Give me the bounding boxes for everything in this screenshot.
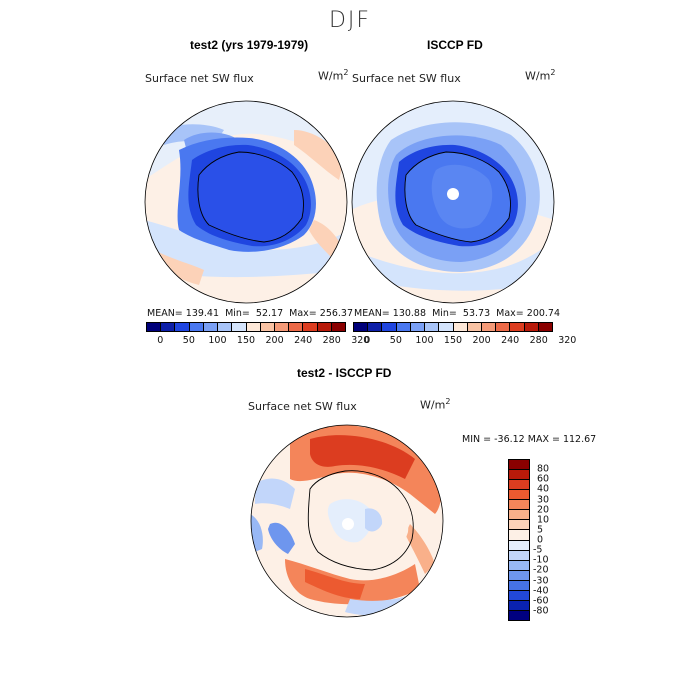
colorbar-swatch bbox=[425, 323, 440, 331]
colorbar-swatch bbox=[161, 323, 176, 331]
colorbar-swatch bbox=[509, 590, 529, 601]
colorbar-swatch bbox=[467, 323, 482, 331]
colorbar-tick-label: 80 bbox=[537, 463, 550, 475]
right-colorbar-ticks: 0 50 100 150 200 240 280 320 bbox=[353, 335, 576, 347]
colorbar-tick-label: 0 bbox=[364, 335, 371, 346]
season-title: DJF bbox=[328, 8, 372, 33]
colorbar-swatch bbox=[509, 460, 529, 471]
colorbar-swatch bbox=[509, 580, 529, 591]
colorbar-tick-label: -80 bbox=[533, 605, 549, 617]
colorbar-swatch bbox=[175, 323, 190, 331]
colorbar-swatch bbox=[509, 480, 529, 491]
colorbar-swatch bbox=[382, 323, 397, 331]
colorbar-tick-label: 0 bbox=[157, 335, 164, 346]
diff-panel-title: test2 - ISCCP FD bbox=[297, 366, 392, 380]
colorbar-tick-label: 10 bbox=[537, 514, 550, 526]
colorbar-swatch bbox=[189, 323, 204, 331]
colorbar-tick-label: -30 bbox=[533, 575, 549, 586]
diff-polar-map bbox=[250, 424, 444, 618]
colorbar-tick-label: 5 bbox=[537, 524, 544, 536]
colorbar-swatch bbox=[509, 470, 529, 481]
colorbar-swatch bbox=[410, 323, 426, 331]
right-units-label: W/m2 bbox=[525, 68, 556, 83]
colorbar-swatch bbox=[510, 323, 525, 331]
left-polar-map bbox=[144, 100, 348, 304]
colorbar-tick-label: 150 bbox=[443, 335, 463, 346]
colorbar-swatch bbox=[509, 600, 529, 611]
colorbar-swatch bbox=[368, 323, 383, 331]
colorbar-swatch bbox=[509, 570, 529, 581]
colorbar-swatch bbox=[524, 323, 539, 331]
colorbar-tick-label: 320 bbox=[558, 335, 577, 346]
left-units-label: W/m2 bbox=[318, 68, 349, 83]
colorbar-swatch bbox=[509, 500, 529, 511]
colorbar-tick-label: 100 bbox=[415, 335, 434, 346]
right-polar-map bbox=[351, 100, 555, 304]
colorbar-tick-label: -10 bbox=[533, 554, 549, 566]
colorbar-swatch bbox=[331, 323, 346, 331]
colorbar-tick-label: 200 bbox=[265, 335, 284, 346]
colorbar-swatch bbox=[509, 610, 529, 620]
colorbar-swatch bbox=[274, 323, 290, 331]
colorbar-swatch bbox=[303, 323, 318, 331]
colorbar-swatch bbox=[509, 530, 529, 541]
colorbar-swatch bbox=[260, 323, 275, 331]
colorbar-swatch bbox=[218, 323, 233, 331]
colorbar-tick-label: 150 bbox=[236, 335, 256, 346]
colorbar-swatch bbox=[509, 520, 529, 531]
colorbar-tick-label: 50 bbox=[182, 335, 195, 346]
colorbar-tick-label: 320 bbox=[351, 335, 370, 346]
colorbar-swatch bbox=[453, 323, 468, 331]
colorbar-swatch bbox=[509, 540, 529, 551]
colorbar-swatch bbox=[203, 323, 219, 331]
diff-variable-label: Surface net SW flux bbox=[248, 400, 357, 413]
colorbar-swatch bbox=[439, 323, 454, 331]
colorbar-swatch bbox=[509, 560, 529, 571]
colorbar-tick-label: 50 bbox=[389, 335, 402, 346]
colorbar-tick-label: 280 bbox=[322, 335, 341, 346]
colorbar-swatch bbox=[147, 323, 162, 331]
colorbar-tick-label: 40 bbox=[537, 483, 550, 495]
colorbar-tick-label: -5 bbox=[533, 544, 543, 556]
left-variable-label: Surface net SW flux bbox=[145, 72, 254, 85]
colorbar-tick-label: 200 bbox=[472, 335, 491, 346]
right-variable-label: Surface net SW flux bbox=[352, 72, 461, 85]
right-colorbar bbox=[353, 322, 553, 332]
right-panel-title: ISCCP FD bbox=[427, 38, 483, 52]
colorbar-tick-label: 0 bbox=[537, 534, 544, 546]
colorbar-swatch bbox=[509, 510, 529, 521]
colorbar-swatch bbox=[396, 323, 411, 331]
colorbar-swatch bbox=[232, 323, 247, 331]
colorbar-tick-label: -20 bbox=[533, 564, 549, 576]
right-stats: MEAN= 130.88 Min= 53.73 Max= 200.74 bbox=[354, 308, 561, 319]
diff-units-label: W/m2 bbox=[420, 397, 451, 412]
colorbar-tick-label: 240 bbox=[294, 335, 313, 346]
colorbar-swatch bbox=[354, 323, 369, 331]
colorbar-swatch bbox=[509, 490, 529, 501]
colorbar-tick-label: -40 bbox=[533, 585, 549, 597]
colorbar-swatch bbox=[481, 323, 497, 331]
colorbar-swatch bbox=[246, 323, 261, 331]
colorbar-tick-label: 280 bbox=[529, 335, 548, 346]
colorbar-swatch bbox=[317, 323, 332, 331]
colorbar-tick-label: 60 bbox=[537, 473, 550, 485]
colorbar-tick-label: 100 bbox=[208, 335, 227, 346]
colorbar-swatch bbox=[509, 550, 529, 561]
left-panel-title: test2 (yrs 1979-1979) bbox=[190, 38, 309, 52]
colorbar-swatch bbox=[496, 323, 511, 331]
diff-stats: MIN = -36.12 MAX = 112.67 bbox=[462, 434, 597, 445]
colorbar-swatch bbox=[538, 323, 553, 331]
diff-colorbar-ticks: 80 60 40 30 20 10 5 0 -5 -10 -20 -30 -40 -60 -80 bbox=[533, 459, 577, 621]
colorbar-swatch bbox=[289, 323, 304, 331]
diff-colorbar bbox=[508, 459, 530, 621]
colorbar-tick-label: 30 bbox=[537, 494, 550, 505]
colorbar-tick-label: 20 bbox=[537, 504, 550, 516]
colorbar-tick-label: -60 bbox=[533, 595, 549, 607]
left-stats: MEAN= 139.41 Min= 52.17 Max= 256.37 bbox=[147, 308, 354, 319]
left-colorbar-ticks: 0 50 100 150 200 240 280 320 bbox=[146, 335, 369, 347]
colorbar-tick-label: 240 bbox=[501, 335, 520, 346]
left-colorbar bbox=[146, 322, 346, 332]
